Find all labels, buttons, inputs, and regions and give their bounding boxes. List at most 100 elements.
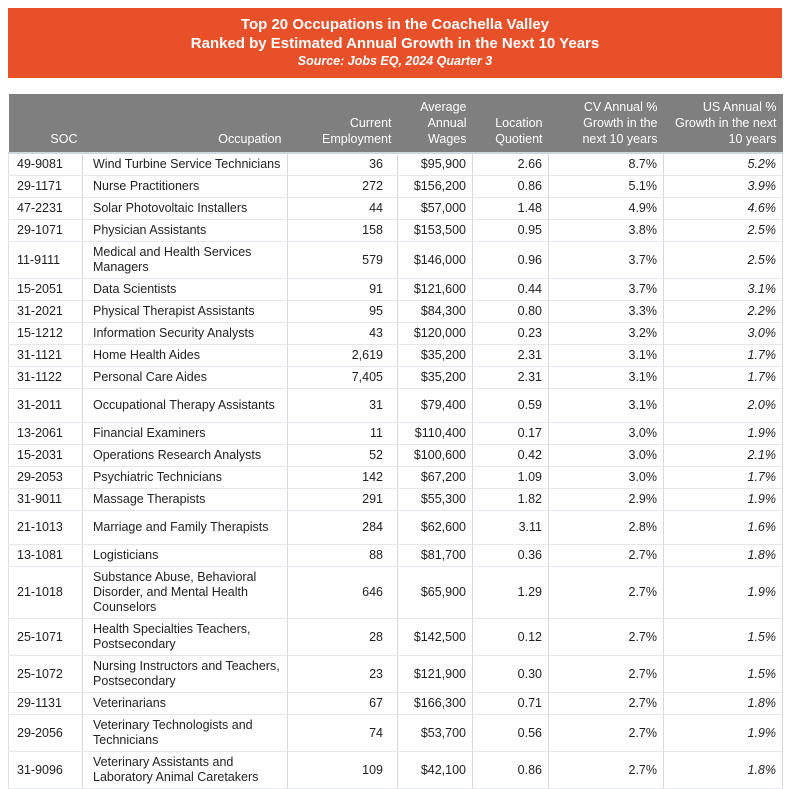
cell-location-quotient: 3.11	[472, 510, 549, 545]
banner-title-line1: Top 20 Occupations in the Coachella Vall…	[240, 16, 550, 33]
cell-soc-code: 31-9011	[8, 488, 83, 511]
cell-soc-code: 25-1072	[8, 655, 83, 693]
table-row: 29-1131 Veterinarians 67 $166,300 0.71 2…	[8, 692, 783, 715]
cell-average-annual-wages: $35,200	[397, 344, 473, 367]
col-header-soc: SOC	[8, 94, 83, 154]
cell-us-growth: 1.5%	[663, 618, 783, 656]
cell-cv-growth: 2.7%	[548, 566, 664, 619]
cell-soc-code: 29-2056	[8, 714, 83, 752]
cell-average-annual-wages: $142,500	[397, 618, 473, 656]
cell-soc-code: 31-1122	[8, 366, 83, 389]
cell-current-employment: 2,619	[287, 344, 398, 367]
col-header-us-growth: US Annual % Growth in the next 10 years	[663, 94, 783, 154]
cell-us-growth: 2.1%	[663, 444, 783, 467]
cell-location-quotient: 0.23	[472, 322, 549, 345]
cell-soc-code: 15-2031	[8, 444, 83, 467]
cell-cv-growth: 5.1%	[548, 175, 664, 198]
cell-current-employment: 52	[287, 444, 398, 467]
cell-occupation: Personal Care Aides	[82, 366, 288, 389]
table-row: 13-2061 Financial Examiners 11 $110,400 …	[8, 422, 783, 445]
cell-location-quotient: 0.59	[472, 388, 549, 423]
cell-occupation: Medical and Health Services Managers	[82, 241, 288, 279]
cell-occupation: Health Specialties Teachers, Postseconda…	[82, 618, 288, 656]
cell-occupation: Veterinary Assistants and Laboratory Ani…	[82, 751, 288, 789]
table-row: 31-1122 Personal Care Aides 7,405 $35,20…	[8, 366, 783, 389]
table-row: 47-2231 Solar Photovoltaic Installers 44…	[8, 197, 783, 220]
cell-soc-code: 31-2011	[8, 388, 83, 423]
cell-us-growth: 1.9%	[663, 422, 783, 445]
cell-average-annual-wages: $156,200	[397, 175, 473, 198]
table-row: 29-2056 Veterinary Technologists and Tec…	[8, 714, 783, 752]
occupations-table: SOC Occupation Current Employment Averag…	[8, 94, 783, 789]
table-row: 21-1018 Substance Abuse, Behavioral Diso…	[8, 566, 783, 619]
cell-occupation: Logisticians	[82, 544, 288, 567]
cell-soc-code: 21-1018	[8, 566, 83, 619]
cell-average-annual-wages: $67,200	[397, 466, 473, 489]
cell-soc-code: 47-2231	[8, 197, 83, 220]
cell-occupation: Substance Abuse, Behavioral Disorder, an…	[82, 566, 288, 619]
cell-occupation: Financial Examiners	[82, 422, 288, 445]
cell-current-employment: 44	[287, 197, 398, 220]
cell-location-quotient: 0.56	[472, 714, 549, 752]
cell-cv-growth: 3.8%	[548, 219, 664, 242]
cell-cv-growth: 8.7%	[548, 153, 664, 176]
table-row: 29-1171 Nurse Practitioners 272 $156,200…	[8, 175, 783, 198]
cell-us-growth: 4.6%	[663, 197, 783, 220]
cell-average-annual-wages: $42,100	[397, 751, 473, 789]
cell-us-growth: 2.0%	[663, 388, 783, 423]
cell-current-employment: 7,405	[287, 366, 398, 389]
table-row: 21-1013 Marriage and Family Therapists 2…	[8, 510, 783, 545]
cell-average-annual-wages: $53,700	[397, 714, 473, 752]
cell-occupation: Operations Research Analysts	[82, 444, 288, 467]
cell-soc-code: 13-2061	[8, 422, 83, 445]
cell-average-annual-wages: $121,600	[397, 278, 473, 301]
cell-us-growth: 2.2%	[663, 300, 783, 323]
cell-occupation: Data Scientists	[82, 278, 288, 301]
cell-cv-growth: 2.7%	[548, 655, 664, 693]
cell-cv-growth: 3.0%	[548, 466, 664, 489]
cell-location-quotient: 0.17	[472, 422, 549, 445]
cell-occupation: Physical Therapist Assistants	[82, 300, 288, 323]
cell-current-employment: 158	[287, 219, 398, 242]
cell-cv-growth: 2.7%	[548, 618, 664, 656]
cell-location-quotient: 1.82	[472, 488, 549, 511]
cell-us-growth: 1.8%	[663, 544, 783, 567]
cell-us-growth: 3.1%	[663, 278, 783, 301]
cell-soc-code: 31-9096	[8, 751, 83, 789]
cell-location-quotient: 0.80	[472, 300, 549, 323]
cell-current-employment: 284	[287, 510, 398, 545]
cell-soc-code: 29-1131	[8, 692, 83, 715]
banner-source: Source: Jobs EQ, 2024 Quarter 3	[297, 54, 493, 68]
cell-current-employment: 646	[287, 566, 398, 619]
cell-current-employment: 142	[287, 466, 398, 489]
cell-soc-code: 29-1171	[8, 175, 83, 198]
cell-soc-code: 13-1081	[8, 544, 83, 567]
title-banner: Top 20 Occupations in the Coachella Vall…	[8, 8, 782, 78]
cell-current-employment: 28	[287, 618, 398, 656]
table-row: 29-2053 Psychiatric Technicians 142 $67,…	[8, 466, 783, 489]
cell-average-annual-wages: $65,900	[397, 566, 473, 619]
cell-current-employment: 74	[287, 714, 398, 752]
cell-current-employment: 272	[287, 175, 398, 198]
cell-location-quotient: 0.86	[472, 751, 549, 789]
cell-cv-growth: 2.7%	[548, 751, 664, 789]
cell-average-annual-wages: $79,400	[397, 388, 473, 423]
col-header-current-employment: Current Employment	[287, 94, 398, 154]
banner-title-line2: Ranked by Estimated Annual Growth in the…	[190, 35, 600, 52]
cell-cv-growth: 2.8%	[548, 510, 664, 545]
cell-average-annual-wages: $110,400	[397, 422, 473, 445]
cell-current-employment: 109	[287, 751, 398, 789]
cell-current-employment: 67	[287, 692, 398, 715]
cell-occupation: Veterinary Technologists and Technicians	[82, 714, 288, 752]
cell-average-annual-wages: $120,000	[397, 322, 473, 345]
cell-location-quotient: 0.86	[472, 175, 549, 198]
cell-us-growth: 1.8%	[663, 751, 783, 789]
cell-us-growth: 1.6%	[663, 510, 783, 545]
col-header-cv-growth: CV Annual % Growth in the next 10 years	[548, 94, 664, 154]
cell-current-employment: 36	[287, 153, 398, 176]
table-row: 31-1121 Home Health Aides 2,619 $35,200 …	[8, 344, 783, 367]
cell-occupation: Psychiatric Technicians	[82, 466, 288, 489]
cell-us-growth: 2.5%	[663, 219, 783, 242]
cell-location-quotient: 2.31	[472, 344, 549, 367]
